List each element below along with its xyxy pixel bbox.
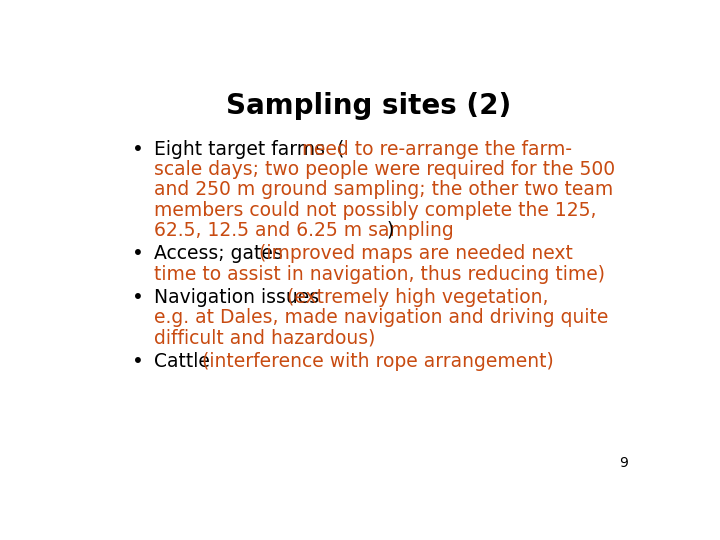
Text: 9: 9	[620, 456, 629, 470]
Text: need to re-arrange the farm-: need to re-arrange the farm-	[302, 140, 572, 159]
Text: •: •	[132, 352, 144, 371]
Text: scale days; two people were required for the 500: scale days; two people were required for…	[154, 160, 616, 179]
Text: members could not possibly complete the 125,: members could not possibly complete the …	[154, 200, 597, 220]
Text: •: •	[132, 244, 144, 264]
Text: time to assist in navigation, thus reducing time): time to assist in navigation, thus reduc…	[154, 265, 606, 284]
Text: •: •	[132, 140, 144, 159]
Text: (improved maps are needed next: (improved maps are needed next	[258, 244, 572, 264]
Text: Access; gates: Access; gates	[154, 244, 289, 264]
Text: Sampling sites (2): Sampling sites (2)	[226, 92, 512, 120]
Text: (interference with rope arrangement): (interference with rope arrangement)	[202, 352, 554, 371]
Text: •: •	[132, 288, 144, 307]
Text: e.g. at Dales, made navigation and driving quite: e.g. at Dales, made navigation and drivi…	[154, 308, 608, 327]
Text: difficult and hazardous): difficult and hazardous)	[154, 329, 376, 348]
Text: Eight target farms  (: Eight target farms (	[154, 140, 345, 159]
Text: and 250 m ground sampling; the other two team: and 250 m ground sampling; the other two…	[154, 180, 613, 199]
Text: 62.5, 12.5 and 6.25 m sampling: 62.5, 12.5 and 6.25 m sampling	[154, 221, 454, 240]
Text: (extremely high vegetation,: (extremely high vegetation,	[287, 288, 549, 307]
Text: Navigation issues: Navigation issues	[154, 288, 325, 307]
Text: ): )	[387, 221, 394, 240]
Text: Cattle: Cattle	[154, 352, 216, 371]
